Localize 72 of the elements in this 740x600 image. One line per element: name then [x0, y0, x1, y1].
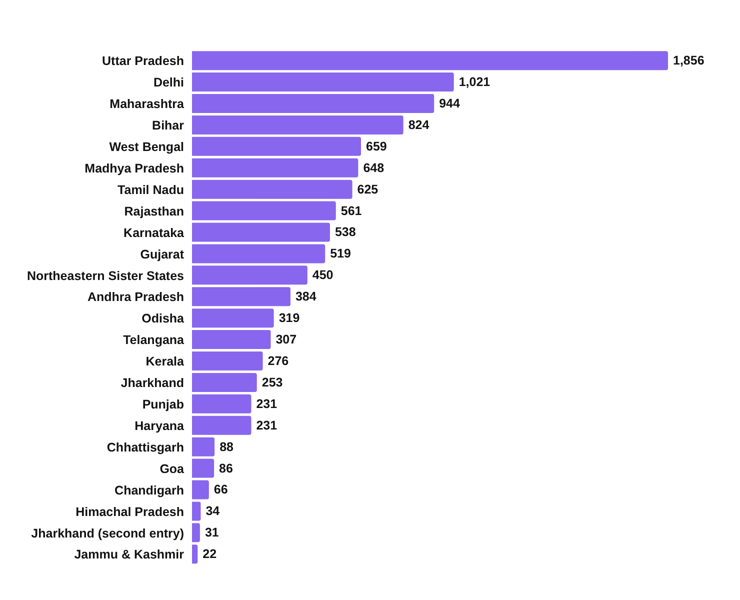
bar	[192, 330, 271, 350]
bar	[192, 544, 198, 564]
data-label: 231	[256, 396, 278, 411]
y-tick-label: West Bengal	[109, 140, 184, 154]
bar	[192, 115, 404, 134]
bar	[192, 94, 434, 113]
y-tick-label: Andhra Pradesh	[87, 290, 184, 304]
y-tick-label: Bihar	[152, 118, 184, 133]
bar	[192, 51, 668, 70]
data-label: 1,021	[458, 75, 490, 90]
bar	[192, 266, 308, 285]
bar	[192, 416, 252, 435]
data-label: 253	[262, 375, 283, 390]
data-label: 22	[202, 547, 217, 562]
bar	[192, 201, 336, 220]
bar	[192, 222, 330, 242]
y-tick-label: Jharkhand	[120, 376, 184, 390]
y-tick-label: Rajasthan	[124, 204, 184, 218]
bar	[192, 437, 215, 456]
y-tick-label: Northeastern Sister States	[26, 268, 184, 283]
bar	[192, 136, 362, 156]
bar	[192, 523, 200, 542]
data-label: 561	[340, 204, 362, 218]
data-label: 66	[214, 482, 228, 497]
bar	[192, 72, 454, 92]
data-label: 231	[256, 418, 278, 432]
bar	[192, 351, 263, 370]
data-label: 1,856	[673, 54, 704, 68]
y-tick-label: Goa	[160, 462, 186, 476]
y-tick-label: Odisha	[142, 312, 186, 326]
bar	[192, 394, 252, 414]
data-label: 319	[278, 311, 300, 326]
bar	[192, 180, 352, 199]
bar	[192, 480, 209, 500]
y-tick-label: Delhi	[153, 76, 184, 90]
data-label: 34	[206, 504, 220, 518]
data-label: 450	[312, 268, 334, 282]
data-label: 824	[408, 118, 430, 132]
bar	[192, 372, 257, 392]
y-tick-label: Chhattisgarh	[106, 440, 184, 454]
y-tick-label: Madhya Pradesh	[84, 161, 184, 176]
data-label: 31	[204, 526, 219, 540]
data-label: 384	[295, 290, 316, 304]
bar	[192, 458, 214, 478]
bar	[192, 502, 201, 521]
y-tick-label: Haryana	[134, 418, 186, 433]
data-label: 538	[334, 225, 356, 240]
data-label: 88	[220, 440, 234, 454]
data-label: 519	[330, 246, 352, 261]
y-tick-label: Chandigarh	[114, 483, 184, 498]
bar	[192, 308, 274, 328]
y-tick-label: Maharashtra	[110, 97, 186, 112]
data-label: 276	[268, 354, 289, 368]
data-label: 307	[276, 332, 297, 347]
data-label: 86	[219, 461, 234, 476]
bar	[192, 158, 358, 178]
data-label: 648	[363, 160, 384, 175]
bar	[192, 287, 290, 306]
data-label: 625	[357, 182, 378, 196]
y-tick-label: Telangana	[123, 333, 186, 348]
y-tick-label: Jharkhand (second entry)	[31, 526, 184, 540]
y-tick-label: Tamil Nadu	[118, 182, 184, 197]
y-tick-label: Punjab	[142, 398, 184, 412]
y-tick-label: Kerala	[146, 354, 186, 369]
y-tick-label: Jammu & Kashmir	[74, 548, 184, 562]
data-label: 944	[439, 96, 460, 110]
y-tick-label: Karnataka	[124, 226, 186, 240]
y-tick-label: Uttar Pradesh	[102, 54, 184, 68]
y-tick-label: Himachal Pradesh	[76, 504, 184, 519]
data-label: 659	[366, 139, 387, 154]
y-tick-label: Gujarat	[140, 247, 185, 262]
bar	[192, 244, 326, 264]
